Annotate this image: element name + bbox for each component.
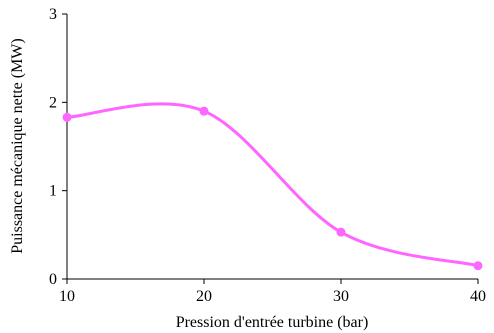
y-tick-label: 3 xyxy=(49,6,57,23)
data-point xyxy=(336,227,346,237)
y-tick-label: 2 xyxy=(49,94,57,111)
y-ticks: 0 1 2 3 xyxy=(49,6,67,288)
y-tick-label: 1 xyxy=(49,183,57,200)
data-point xyxy=(62,112,72,122)
series xyxy=(62,102,483,271)
x-axis-title: Pression d'entrée turbine (bar) xyxy=(176,314,369,331)
axes xyxy=(66,14,478,280)
data-point xyxy=(199,106,209,116)
x-tick-label: 20 xyxy=(196,288,212,305)
x-tick-label: 40 xyxy=(470,288,486,305)
y-tick-label: 0 xyxy=(49,271,57,288)
y-axis-title: Puissance mécanique nette (MW) xyxy=(9,38,26,253)
series-line xyxy=(66,102,479,268)
x-tick-label: 10 xyxy=(59,288,75,305)
x-tick-label: 30 xyxy=(333,288,349,305)
data-point xyxy=(473,261,483,271)
x-ticks: 10 20 30 40 xyxy=(59,279,486,305)
